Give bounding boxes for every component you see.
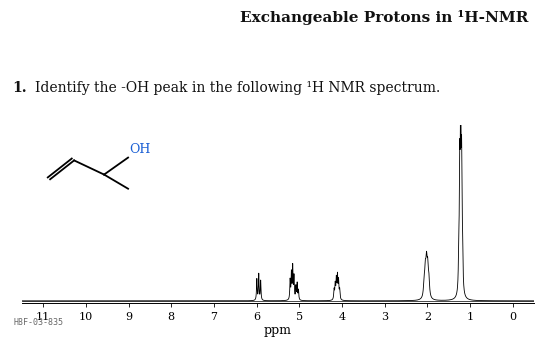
Text: Identify the -OH peak in the following ¹H NMR spectrum.: Identify the -OH peak in the following ¹… bbox=[35, 81, 441, 95]
Text: 1.: 1. bbox=[12, 81, 27, 95]
Text: OH: OH bbox=[129, 143, 150, 156]
Text: H8F-03-835: H8F-03-835 bbox=[14, 318, 64, 327]
X-axis label: ppm: ppm bbox=[264, 324, 292, 337]
Text: Exchangeable Protons in ¹H-NMR: Exchangeable Protons in ¹H-NMR bbox=[240, 10, 529, 25]
